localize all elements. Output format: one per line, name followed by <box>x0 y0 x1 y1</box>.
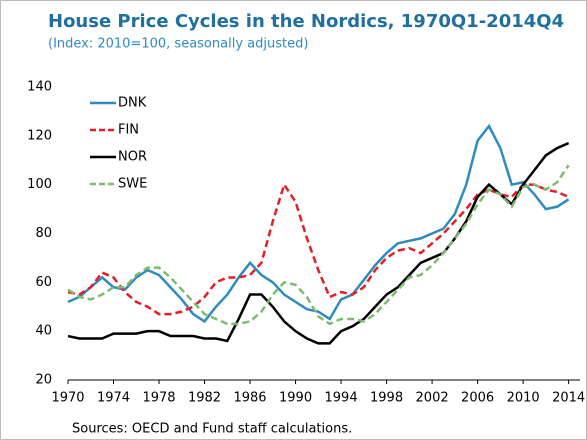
y-tick-label: 140 <box>27 80 52 95</box>
x-tick-label: 1994 <box>325 391 358 406</box>
legend-label: DNK <box>118 96 147 111</box>
x-tick-label: 1986 <box>233 391 266 406</box>
legend-label: FIN <box>118 123 139 138</box>
y-tick-label: 100 <box>27 177 52 192</box>
x-tick-label: 2002 <box>416 391 449 406</box>
y-tick-label: 20 <box>35 373 52 388</box>
x-tick-label: 2010 <box>507 391 540 406</box>
y-tick-label: 60 <box>35 275 52 290</box>
chart-subtitle: (Index: 2010=100, seasonally adjusted) <box>48 37 308 52</box>
chart-title: House Price Cycles in the Nordics, 1970Q… <box>48 11 564 32</box>
series-line <box>67 181 570 316</box>
series-line <box>67 123 570 324</box>
y-tick-label: 120 <box>27 128 52 143</box>
x-tick-label: 1982 <box>188 391 221 406</box>
y-tick-label: 40 <box>35 324 52 339</box>
legend-label: SWE <box>118 177 147 192</box>
x-tick-label: 2014 <box>552 391 585 406</box>
series-line <box>67 142 570 345</box>
source-note: Sources: OECD and Fund staff calculation… <box>72 422 352 437</box>
x-tick-label: 1990 <box>279 391 312 406</box>
x-tick-label: 1970 <box>51 391 84 406</box>
x-tick-label: 1978 <box>142 391 175 406</box>
y-tick-label: 80 <box>35 226 52 241</box>
x-tick-label: 1998 <box>370 391 403 406</box>
x-tick-label: 1974 <box>97 391 130 406</box>
x-tick-label: 2006 <box>461 391 494 406</box>
legend-label: NOR <box>118 150 147 165</box>
series-line <box>67 164 570 326</box>
